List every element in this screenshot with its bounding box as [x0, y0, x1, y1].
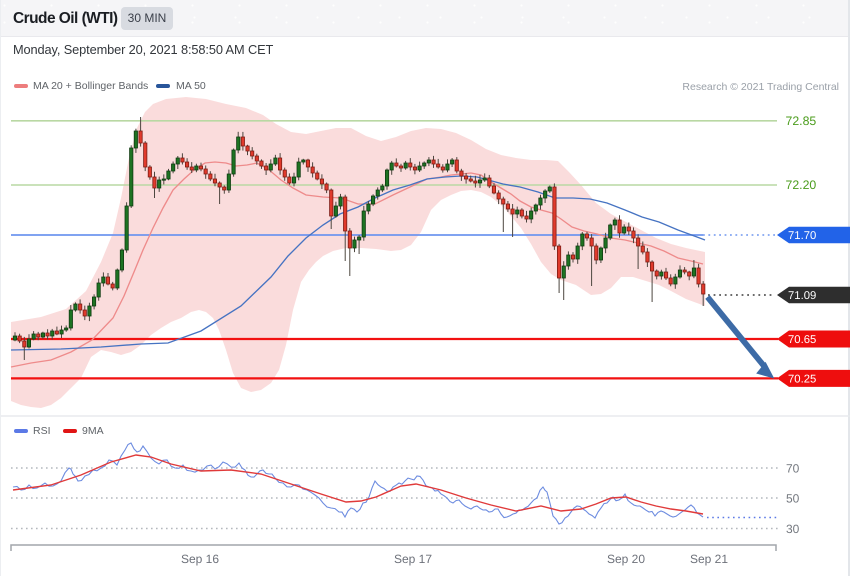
svg-text:71.70: 71.70	[788, 230, 816, 242]
svg-text:Sep 21: Sep 21	[690, 552, 728, 566]
svg-text:Sep 16: Sep 16	[181, 552, 219, 566]
svg-text:72.20: 72.20	[786, 178, 817, 192]
svg-text:71.09: 71.09	[788, 290, 816, 302]
svg-text:72.85: 72.85	[786, 114, 817, 128]
svg-text:70: 70	[786, 462, 800, 476]
svg-text:50: 50	[786, 492, 800, 506]
svg-text:30: 30	[786, 522, 800, 536]
svg-text:70.25: 70.25	[788, 374, 816, 386]
svg-text:Sep 17: Sep 17	[394, 552, 432, 566]
svg-text:70.65: 70.65	[788, 334, 816, 346]
svg-text:Sep 20: Sep 20	[607, 552, 645, 566]
